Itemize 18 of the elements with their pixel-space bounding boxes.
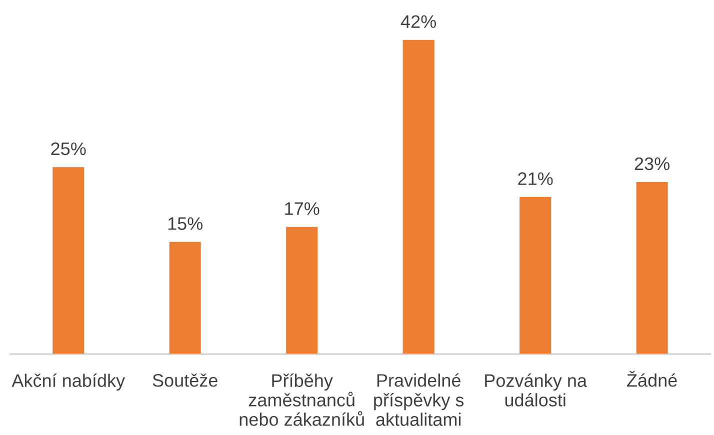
bar xyxy=(286,226,318,354)
x-tick-label: Žádné xyxy=(627,370,677,387)
data-label: 15% xyxy=(168,217,203,230)
bar xyxy=(52,167,84,354)
x-tick-label: Soutěže xyxy=(152,373,218,387)
bar xyxy=(636,182,668,354)
data-label: 23% xyxy=(634,157,670,170)
data-label: 17% xyxy=(285,202,320,215)
data-label: 42% xyxy=(400,15,436,28)
bar xyxy=(402,40,434,354)
bar xyxy=(520,196,552,354)
x-tick-label: Akční nabídky xyxy=(12,374,126,391)
bar xyxy=(169,242,201,354)
x-tick-label: Pravidelné příspěvky s aktualitami xyxy=(374,373,464,426)
x-tick-label: Příběhy zaměstnanců nebo zákazníků xyxy=(240,374,364,426)
data-label: 21% xyxy=(518,172,553,186)
x-tick-label: Pozvánky na události xyxy=(485,374,588,406)
data-label: 25% xyxy=(51,142,86,156)
